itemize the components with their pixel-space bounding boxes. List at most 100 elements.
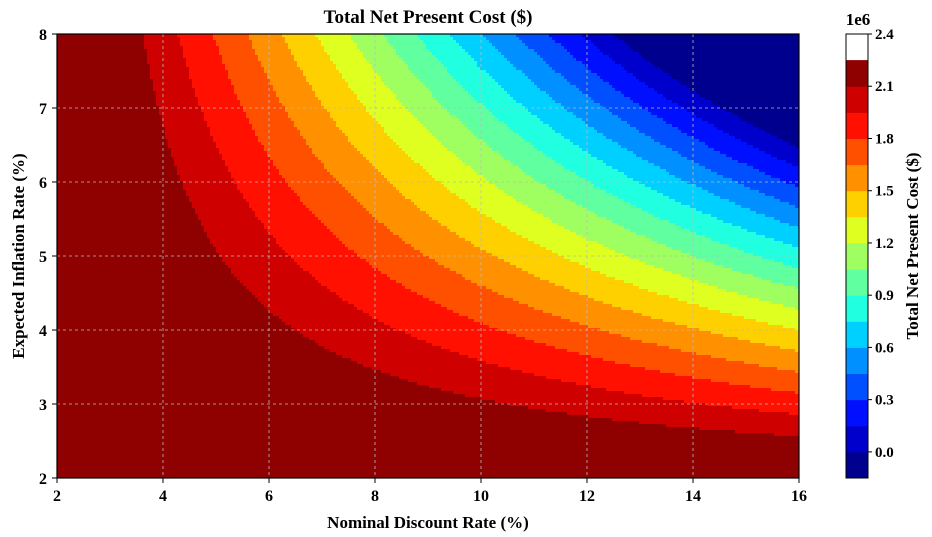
contour-band-cell <box>534 274 607 278</box>
contour-band-cell <box>432 175 484 179</box>
contour-band-cell <box>453 37 487 41</box>
contour-band-cell <box>144 238 211 242</box>
contour-band-cell <box>522 268 592 272</box>
contour-band-cell <box>384 34 418 38</box>
contour-band-cell <box>489 145 535 149</box>
colorbar-tick-label: 0.6 <box>875 340 894 356</box>
contour-band-cell <box>57 280 160 284</box>
contour-band-cell <box>753 166 799 170</box>
contour-band-cell <box>261 301 349 305</box>
contour-band-cell <box>114 100 157 104</box>
contour-band-cell <box>255 130 301 134</box>
contour-band-cell <box>411 157 460 161</box>
contour-band-cell <box>702 118 742 122</box>
contour-band-cell <box>624 67 661 71</box>
contour-band-cell <box>711 331 799 335</box>
contour-band-cell <box>522 370 661 374</box>
contour-band-cell <box>528 271 601 275</box>
contour-band-cell <box>300 331 406 335</box>
contour-band-cell <box>663 70 799 74</box>
contour-band-cell <box>342 241 406 245</box>
contour-band-cell <box>411 112 451 116</box>
contour-band-cell <box>330 289 412 293</box>
contour-band-cell <box>432 343 547 347</box>
contour-band-cell <box>204 115 247 119</box>
contour-band-cell <box>282 319 379 323</box>
contour-band-cell <box>408 64 445 68</box>
contour-band-cell <box>306 139 349 143</box>
contour-band-cell <box>306 79 346 83</box>
contour-band-cell <box>318 280 397 284</box>
contour-band-cell <box>207 121 250 125</box>
contour-band-cell <box>504 121 544 125</box>
contour-band-cell <box>348 136 391 140</box>
contour-band-cell <box>225 160 274 164</box>
contour-band-cell <box>570 82 610 86</box>
contour-band-cell <box>720 310 799 314</box>
contour-band-cell <box>264 148 313 152</box>
contour-band-cell <box>201 340 316 344</box>
contour-band-cell <box>357 43 391 47</box>
contour-band-cell <box>57 442 538 446</box>
contour-band-cell <box>612 112 652 116</box>
contour-band-cell <box>414 202 469 206</box>
contour-band-cell <box>420 250 487 254</box>
contour-band-cell <box>591 40 625 44</box>
contour-band-cell <box>408 109 448 113</box>
contour-band-cell <box>327 286 406 290</box>
contour-band-cell <box>210 127 253 131</box>
contour-band-cell <box>540 88 580 92</box>
contour-band-cell <box>282 247 349 251</box>
y-tick-label: 5 <box>39 249 47 266</box>
contour-band-cell <box>279 172 331 176</box>
contour-band-cell <box>651 316 745 320</box>
contour-band-cell <box>147 61 187 65</box>
contour-band-cell <box>435 259 505 263</box>
contour-band-cell <box>396 142 442 146</box>
contour-band-cell <box>780 199 799 203</box>
contour-band-cell <box>738 181 787 185</box>
contour-band-cell <box>366 157 412 161</box>
contour-band-cell <box>738 160 787 164</box>
contour-band-cell <box>711 214 766 218</box>
contour-band-cell <box>459 313 553 317</box>
contour-band-cell <box>57 355 217 359</box>
contour-band-cell <box>219 46 253 50</box>
contour-band-cell <box>168 139 214 143</box>
contour-band-cell <box>522 202 577 206</box>
contour-band-cell <box>207 124 253 128</box>
contour-band-cell <box>177 313 274 317</box>
contour-band-cell <box>708 283 784 287</box>
contour-band-cell <box>57 466 799 470</box>
contour-band-cell <box>783 241 799 245</box>
contour-band-cell <box>444 265 517 269</box>
contour-band-cell <box>657 343 766 347</box>
contour-band-cell <box>645 235 706 239</box>
contour-band-cell <box>477 436 799 440</box>
contour-band-cell <box>180 178 235 182</box>
contour-band-cell <box>546 376 694 380</box>
contour-band-cell <box>717 286 796 290</box>
y-tick-label: 7 <box>39 101 47 118</box>
contour-band-cell <box>510 127 553 131</box>
contour-band-cell <box>390 325 490 329</box>
contour-band-cell <box>276 238 340 242</box>
contour-band-cell <box>729 133 772 137</box>
contour-band-cell <box>702 211 757 215</box>
contour-band-cell <box>165 136 214 140</box>
contour-band-cell <box>435 136 478 140</box>
contour-band-cell <box>522 169 571 173</box>
contour-band-cell <box>57 340 202 344</box>
contour-band-cell <box>399 55 436 59</box>
contour-band-cell <box>561 133 604 137</box>
contour-band-cell <box>774 196 799 200</box>
contour-band-cell <box>117 121 163 125</box>
contour-band-cell <box>564 46 598 50</box>
contour-band-cell <box>681 130 724 134</box>
contour-band-cell <box>774 433 799 437</box>
contour-band-cell <box>57 400 301 404</box>
contour-band-cell <box>393 424 667 428</box>
contour-band-cell <box>57 430 430 434</box>
contour-band-cell <box>57 58 109 62</box>
contour-band-cell <box>252 124 295 128</box>
